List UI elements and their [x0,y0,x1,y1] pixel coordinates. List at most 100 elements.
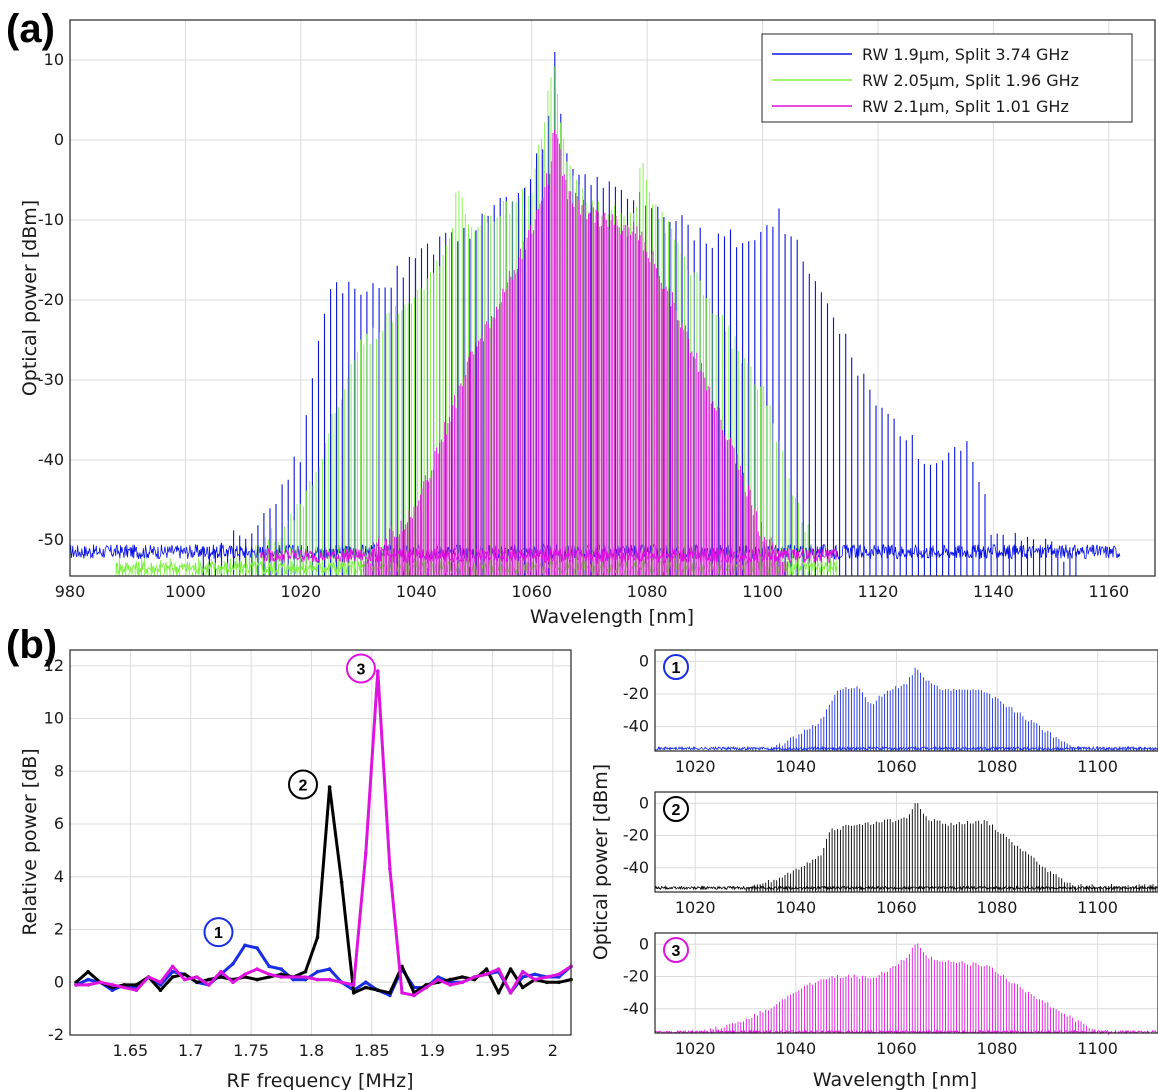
rf-point-1 [388,993,392,998]
panel-b-left-ylabel: Relative power [dB] [19,748,41,935]
y-tick-label: -20 [38,290,64,309]
legend-entry-1: RW 1.9µm, Split 3.74 GHz [862,45,1069,64]
rf-point-3 [327,977,332,982]
y-tick-label: 6 [54,814,64,833]
rf-point-2 [255,977,259,982]
panel-a-spectrum-chart: 980 1000 1020 1040 1060 1080 1100 1120 1140 1160 -… [19,19,1156,628]
panel-b-right-ylabel: Optical power [dBm] [590,764,612,960]
x-tick-label: 1040 [775,1039,816,1058]
comb-lines-subplot-2 [745,803,1157,892]
x-tick-label: 1.9 [419,1041,444,1060]
x-tick-label: 1.7 [178,1041,203,1060]
y-tick-label: 12 [44,656,64,675]
panel-b-left-plot-area [70,650,571,1035]
rf-point-3 [436,977,441,982]
y-tick-label: -40 [623,999,649,1018]
rf-point-3 [267,972,272,977]
rf-point-3 [412,993,416,998]
panel-b-spectra-stack: 1020 1040 1060 1080 1100 -40 -20 0 1 1020 1040 106… [590,649,1158,1090]
x-tick-label: 1060 [876,757,917,776]
y-tick-label: 2 [54,920,64,939]
rf-point-1 [436,975,441,979]
x-tick-label: 1.8 [299,1041,324,1060]
rf-point-3 [86,983,90,987]
rf-point-3 [545,975,549,979]
x-tick-label: 1080 [977,757,1018,776]
y-tick-label: 0 [54,972,64,991]
rf-point-1 [533,972,537,977]
x-tick-label: 1060 [511,582,552,601]
rf-point-3 [388,867,392,871]
rf-point-3 [74,983,78,987]
rf-point-2 [364,985,368,990]
panel-b-left-xlabel: RF frequency [MHz] [227,1070,414,1090]
x-tick-label: 1020 [675,898,716,917]
legend-entry-3: RW 2.1µm, Split 1.01 GHz [862,97,1069,116]
rf-point-3 [182,977,187,982]
subplot-marker-label-1: 1 [672,660,681,677]
marker-label-2: 2 [299,777,308,794]
x-tick-label: 1140 [973,582,1014,601]
x-tick-label: 1100 [1077,898,1118,917]
rf-point-3 [376,669,380,673]
x-tick-label: 1000 [165,582,206,601]
rf-point-3 [448,983,453,987]
x-tick-label: 1100 [742,582,783,601]
x-tick-label: 1100 [1077,757,1118,776]
rf-point-2 [376,988,380,992]
subplot-marker-label-2: 2 [672,802,681,819]
rf-point-3 [315,977,320,982]
y-tick-label: -40 [623,717,649,736]
rf-point-2 [267,975,272,979]
rf-point-1 [86,977,90,982]
rf-point-3 [146,975,151,979]
rf-point-3 [110,983,115,987]
rf-point-1 [267,964,272,969]
rf-point-3 [98,980,102,985]
x-tick-label: 1040 [396,582,437,601]
x-tick-label: 1.85 [354,1041,390,1060]
y-tick-label: 0 [639,793,649,812]
legend-entry-2: RW 2.05µm, Split 1.96 GHz [862,71,1079,90]
rf-point-3 [303,975,308,979]
rf-point-3 [122,985,127,990]
rf-point-2 [400,964,404,969]
x-tick-label: 1.75 [233,1041,269,1060]
marker-circle-2 [287,769,318,800]
rf-point-3 [339,980,344,985]
y-tick-label: -2 [48,1025,64,1044]
rf-point-2 [74,980,78,985]
panel-a-ylabel: Optical power [dBm] [19,200,41,396]
subplot-series [654,803,1158,892]
y-tick-label: 10 [44,709,64,728]
y-tick-label: 4 [54,867,64,886]
x-tick-label: 1160 [1088,582,1129,601]
rf-point-3 [243,972,247,977]
rf-point-1 [291,977,296,982]
panel-a-legend: RW 1.9µm, Split 3.74 GHz RW 2.05µm, Spli… [761,33,1133,123]
panel-b-left-series [74,669,573,998]
rf-point-3 [207,983,211,987]
x-tick-label: 1060 [876,898,917,917]
rf-point-2 [388,991,392,995]
rf-point-3 [400,991,404,995]
rf-point-2 [484,967,489,971]
rf-point-2 [86,969,90,974]
subplot-ticks: 1020 1040 1060 1080 1100 -40 -20 0 [623,934,1118,1058]
rf-point-1 [364,980,368,985]
rf-point-2 [448,977,453,982]
panel-b-right-xlabel: Wavelength [nm] [813,1069,977,1090]
rf-point-2 [195,980,199,985]
x-tick-label: 1020 [675,1039,716,1058]
rf-point-2 [557,980,561,985]
subplot-axes-box [654,649,1158,752]
x-tick-label: 1020 [675,757,716,776]
rf-point-3 [508,991,513,995]
y-tick-label: 0 [54,130,64,149]
rf-point-2 [279,972,284,977]
x-tick-label: 1.65 [113,1041,149,1060]
subplot-marker-label-3: 3 [672,943,681,960]
y-tick-label: -40 [38,450,64,469]
rf-point-1 [158,983,163,987]
